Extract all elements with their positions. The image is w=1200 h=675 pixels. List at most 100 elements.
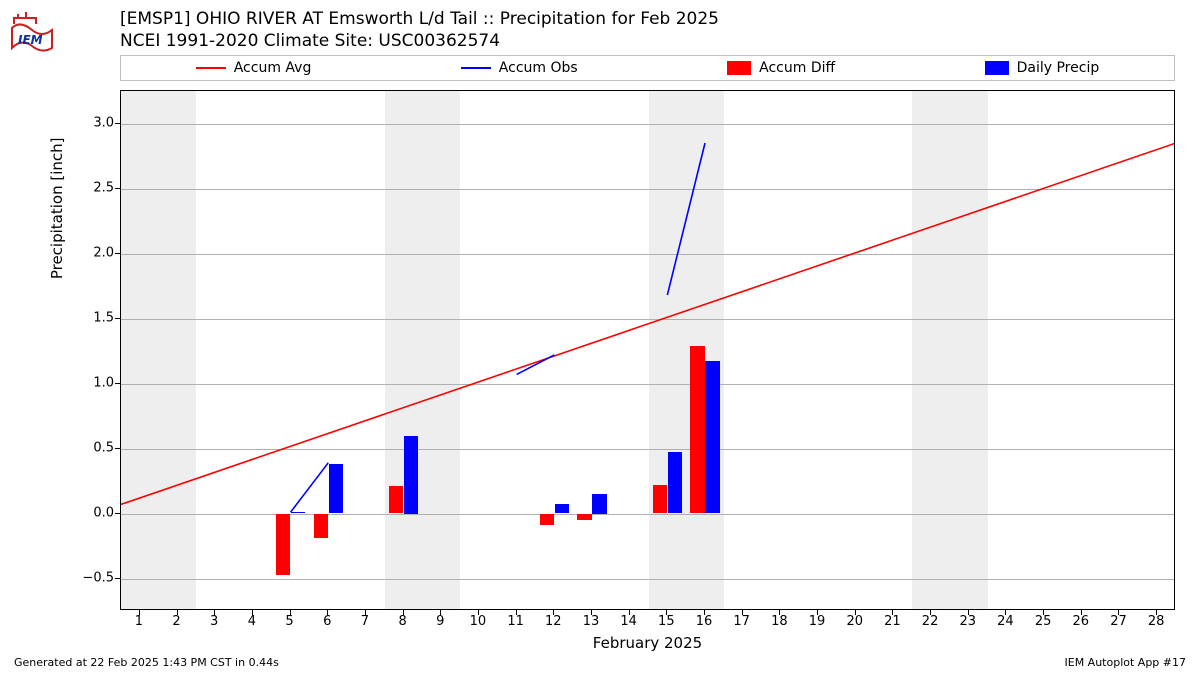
x-tick-mark <box>252 610 253 615</box>
x-tick-label: 20 <box>840 614 870 629</box>
x-tick-label: 28 <box>1141 614 1171 629</box>
x-tick-mark <box>779 610 780 615</box>
x-tick-label: 15 <box>651 614 681 629</box>
legend-line-icon <box>461 67 491 69</box>
y-tick-mark <box>115 318 120 319</box>
y-tick-label: 2.0 <box>74 245 114 260</box>
x-tick-label: 3 <box>199 614 229 629</box>
x-tick-mark <box>139 610 140 615</box>
x-tick-mark <box>1005 610 1006 615</box>
x-tick-label: 13 <box>576 614 606 629</box>
x-tick-label: 2 <box>162 614 192 629</box>
x-tick-mark <box>1118 610 1119 615</box>
x-tick-mark <box>403 610 404 615</box>
x-tick-mark <box>553 610 554 615</box>
x-tick-mark <box>365 610 366 615</box>
x-tick-label: 27 <box>1103 614 1133 629</box>
x-tick-label: 17 <box>727 614 757 629</box>
x-tick-mark <box>892 610 893 615</box>
x-tick-label: 8 <box>388 614 418 629</box>
legend-item-accum-diff: Accum Diff <box>727 60 835 76</box>
y-tick-mark <box>115 383 120 384</box>
accum-obs-segment <box>291 463 329 512</box>
y-tick-mark <box>115 513 120 514</box>
x-tick-label: 19 <box>802 614 832 629</box>
legend-item-accum-obs: Accum Obs <box>461 60 578 76</box>
x-axis-label: February 2025 <box>120 634 1175 652</box>
x-tick-mark <box>478 610 479 615</box>
y-tick-label: 0.5 <box>74 440 114 455</box>
x-tick-mark <box>742 610 743 615</box>
x-tick-label: 5 <box>275 614 305 629</box>
y-axis-label: Precipitation [inch] <box>48 137 66 279</box>
x-tick-label: 16 <box>689 614 719 629</box>
x-tick-mark <box>327 610 328 615</box>
y-tick-mark <box>115 123 120 124</box>
x-tick-label: 10 <box>463 614 493 629</box>
x-tick-mark <box>817 610 818 615</box>
y-tick-label: 0.0 <box>74 505 114 520</box>
y-tick-label: 2.5 <box>74 180 114 195</box>
x-tick-mark <box>440 610 441 615</box>
x-tick-label: 18 <box>764 614 794 629</box>
legend-line-icon <box>196 67 226 69</box>
iem-logo: IEM <box>8 8 56 56</box>
x-tick-mark <box>629 610 630 615</box>
y-tick-label: 3.0 <box>74 115 114 130</box>
y-tick-mark <box>115 448 120 449</box>
x-tick-mark <box>930 610 931 615</box>
x-tick-label: 11 <box>501 614 531 629</box>
x-tick-label: 26 <box>1066 614 1096 629</box>
x-tick-label: 4 <box>237 614 267 629</box>
x-tick-mark <box>516 610 517 615</box>
y-tick-mark <box>115 188 120 189</box>
x-tick-label: 23 <box>953 614 983 629</box>
chart-title: [EMSP1] OHIO RIVER AT Emsworth L/d Tail … <box>120 8 719 52</box>
x-tick-label: 22 <box>915 614 945 629</box>
accum-avg-line <box>121 143 1175 504</box>
y-tick-mark <box>115 578 120 579</box>
x-tick-mark <box>666 610 667 615</box>
x-tick-label: 25 <box>1028 614 1058 629</box>
title-line-2: NCEI 1991-2020 Climate Site: USC00362574 <box>120 30 719 52</box>
legend-label: Accum Obs <box>499 60 578 76</box>
x-tick-label: 21 <box>877 614 907 629</box>
footer-generated: Generated at 22 Feb 2025 1:43 PM CST in … <box>14 656 279 669</box>
legend-item-daily-precip: Daily Precip <box>985 60 1100 76</box>
legend-patch-icon <box>727 61 751 75</box>
x-tick-mark <box>177 610 178 615</box>
x-tick-label: 7 <box>350 614 380 629</box>
accum-obs-segment <box>667 143 705 295</box>
x-tick-label: 12 <box>538 614 568 629</box>
x-tick-label: 24 <box>990 614 1020 629</box>
y-tick-mark <box>115 253 120 254</box>
legend-label: Accum Diff <box>759 60 835 76</box>
x-tick-mark <box>290 610 291 615</box>
x-tick-mark <box>1043 610 1044 615</box>
x-tick-label: 1 <box>124 614 154 629</box>
x-tick-mark <box>968 610 969 615</box>
x-tick-mark <box>855 610 856 615</box>
x-tick-mark <box>1156 610 1157 615</box>
x-tick-mark <box>1081 610 1082 615</box>
x-tick-label: 6 <box>312 614 342 629</box>
x-tick-label: 9 <box>425 614 455 629</box>
footer-app: IEM Autoplot App #17 <box>1065 656 1187 669</box>
y-tick-label: 1.0 <box>74 375 114 390</box>
title-line-1: [EMSP1] OHIO RIVER AT Emsworth L/d Tail … <box>120 8 719 30</box>
x-tick-mark <box>214 610 215 615</box>
x-tick-label: 14 <box>614 614 644 629</box>
legend-label: Accum Avg <box>234 60 312 76</box>
y-tick-label: 1.5 <box>74 310 114 325</box>
svg-text:IEM: IEM <box>18 33 43 47</box>
plot-area <box>120 90 1175 610</box>
y-tick-label: −0.5 <box>74 570 114 585</box>
accum-obs-segment <box>517 355 555 375</box>
legend-label: Daily Precip <box>1017 60 1100 76</box>
legend-patch-icon <box>985 61 1009 75</box>
legend-item-accum-avg: Accum Avg <box>196 60 312 76</box>
x-tick-mark <box>591 610 592 615</box>
legend: Accum Avg Accum Obs Accum Diff Daily Pre… <box>120 55 1175 81</box>
x-tick-mark <box>704 610 705 615</box>
line-overlay <box>121 91 1175 610</box>
